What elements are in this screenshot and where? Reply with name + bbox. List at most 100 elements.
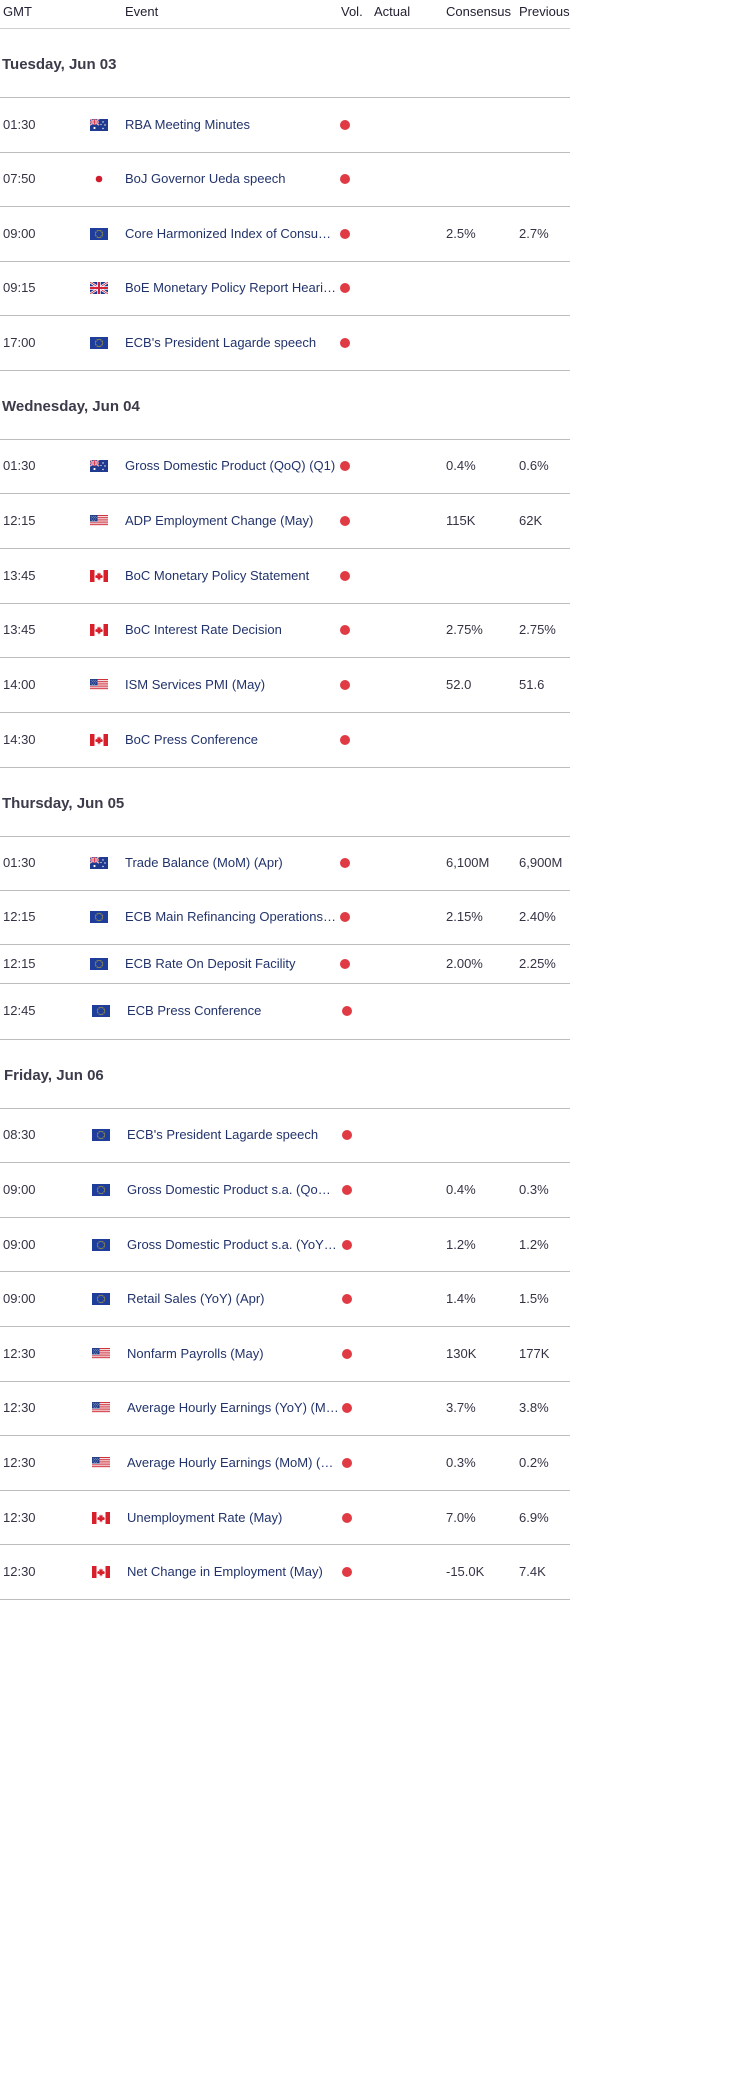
volatility-dot-icon <box>342 1403 352 1414</box>
volatility-dot-icon <box>342 1130 352 1141</box>
volatility-dot-icon <box>340 858 350 869</box>
volatility-dot-icon <box>340 228 350 239</box>
canada-flag-icon <box>90 733 108 746</box>
event-previous: 6.9% <box>519 1509 549 1525</box>
canada-flag-icon <box>92 1511 110 1524</box>
volatility-dot-icon <box>342 1512 352 1523</box>
event-row[interactable]: 07:50 BoJ Governor Ueda speech <box>0 153 570 207</box>
event-name[interactable]: Gross Domestic Product s.a. (YoY) (Q1) <box>127 1236 340 1252</box>
event-time: 09:00 <box>3 1236 36 1252</box>
event-name[interactable]: ECB Rate On Deposit Facility <box>125 955 296 971</box>
event-row[interactable]: 14:00 ISM Services PMI (May) 52.0 51.6 <box>0 658 570 713</box>
eu-flag-icon <box>92 1005 110 1018</box>
volatility-dot-icon <box>340 734 350 745</box>
header-event: Event <box>125 4 159 19</box>
header-vol: Vol. <box>341 4 363 19</box>
event-row[interactable]: 12:15 ECB Main Refinancing Operations Rat… <box>0 891 570 945</box>
uk-flag-icon <box>90 282 108 295</box>
event-row[interactable]: 01:30 RBA Meeting Minutes <box>0 98 570 153</box>
event-name[interactable]: BoE Monetary Policy Report Hearings <box>125 280 338 296</box>
event-row[interactable]: 17:00 ECB's President Lagarde speech <box>0 316 570 371</box>
volatility-dot-icon <box>340 337 350 348</box>
event-row[interactable]: 12:30 Nonfarm Payrolls (May) 130K 177K <box>0 1327 570 1382</box>
event-name[interactable]: Gross Domestic Product s.a. (QoQ) (Q1) <box>127 1182 340 1198</box>
event-previous: 2.7% <box>519 225 549 241</box>
volatility-dot-icon <box>342 1294 352 1305</box>
event-row[interactable]: 09:00 Gross Domestic Product s.a. (YoY) (… <box>0 1218 570 1273</box>
event-name[interactable]: Retail Sales (YoY) (Apr) <box>127 1291 265 1307</box>
event-row[interactable]: 09:00 Core Harmonized Index of Consumer P… <box>0 207 570 262</box>
event-name[interactable]: Average Hourly Earnings (MoM) (May) <box>127 1454 340 1470</box>
eu-flag-icon <box>92 1184 110 1197</box>
event-previous: 2.40% <box>519 909 556 925</box>
event-row[interactable]: 12:30 Average Hourly Earnings (YoY) (May)… <box>0 1382 570 1437</box>
event-row[interactable]: 12:30 Average Hourly Earnings (MoM) (May)… <box>0 1436 570 1491</box>
event-name[interactable]: BoC Interest Rate Decision <box>125 622 282 638</box>
event-name[interactable]: Unemployment Rate (May) <box>127 1509 283 1525</box>
event-name[interactable]: ECB Main Refinancing Operations Rate <box>125 909 338 925</box>
event-row[interactable]: 12:15 ECB Rate On Deposit Facility 2.00% 2.… <box>0 945 570 984</box>
event-consensus: 0.4% <box>446 458 476 474</box>
canada-flag-icon <box>90 569 108 582</box>
australia-flag-icon <box>90 118 108 131</box>
event-previous: 0.2% <box>519 1454 549 1470</box>
event-name[interactable]: ADP Employment Change (May) <box>125 513 314 529</box>
event-name[interactable]: Core Harmonized Index of Consumer Prices <box>125 225 338 241</box>
event-name[interactable]: Gross Domestic Product (QoQ) (Q1) <box>125 458 336 474</box>
event-row[interactable]: 09:00 Gross Domestic Product s.a. (QoQ) (… <box>0 1163 570 1218</box>
australia-flag-icon <box>90 857 108 870</box>
event-consensus: 2.00% <box>446 955 483 971</box>
event-name[interactable]: BoC Press Conference <box>125 731 258 747</box>
event-row[interactable]: 13:45 BoC Monetary Policy Statement <box>0 549 570 604</box>
volatility-dot-icon <box>342 1185 352 1196</box>
event-row[interactable]: 12:15 ADP Employment Change (May) 115K 62K <box>0 494 570 549</box>
table-header: GMT Event Vol. Actual Consensus Previous <box>0 0 570 29</box>
event-time: 13:45 <box>3 567 36 583</box>
event-name[interactable]: Nonfarm Payrolls (May) <box>127 1345 264 1361</box>
us-flag-icon <box>90 679 108 692</box>
day-label: Friday, Jun 06 <box>4 1066 104 1084</box>
event-row[interactable]: 12:30 Net Change in Employment (May) -15.0… <box>0 1545 570 1600</box>
event-row[interactable]: 09:00 Retail Sales (YoY) (Apr) 1.4% 1.5% <box>0 1272 570 1327</box>
day-header-tuesday-jun-03: Tuesday, Jun 03 <box>0 29 570 98</box>
event-consensus: 115K <box>446 513 476 529</box>
event-name[interactable]: Average Hourly Earnings (YoY) (May) <box>127 1400 340 1416</box>
header-consensus: Consensus <box>446 4 512 19</box>
event-row[interactable]: 09:15 BoE Monetary Policy Report Hearings <box>0 262 570 316</box>
event-row[interactable]: 01:30 Trade Balance (MoM) (Apr) 6,100M 6,90… <box>0 837 570 891</box>
event-time: 14:00 <box>3 677 36 693</box>
volatility-dot-icon <box>342 1348 352 1359</box>
event-time: 07:50 <box>3 171 36 187</box>
event-name[interactable]: ECB Press Conference <box>127 1003 262 1019</box>
event-row[interactable]: 14:30 BoC Press Conference <box>0 713 570 768</box>
event-name[interactable]: ISM Services PMI (May) <box>125 677 266 693</box>
event-name[interactable]: ECB's President Lagarde speech <box>125 334 317 350</box>
event-row[interactable]: 12:45 ECB Press Conference <box>0 984 570 1040</box>
event-name[interactable]: BoJ Governor Ueda speech <box>125 171 286 187</box>
eu-flag-icon <box>90 336 108 349</box>
event-name[interactable]: ECB's President Lagarde speech <box>127 1127 319 1143</box>
event-row[interactable]: 12:30 Unemployment Rate (May) 7.0% 6.9% <box>0 1491 570 1546</box>
eu-flag-icon <box>92 1238 110 1251</box>
event-previous: 1.2% <box>519 1236 549 1252</box>
event-time: 12:30 <box>3 1400 36 1416</box>
day-label: Wednesday, Jun 04 <box>2 397 140 415</box>
event-name[interactable]: BoC Monetary Policy Statement <box>125 567 310 583</box>
event-name[interactable]: Trade Balance (MoM) (Apr) <box>125 855 283 871</box>
australia-flag-icon <box>90 460 108 473</box>
event-row[interactable]: 01:30 Gross Domestic Product (QoQ) (Q1) 0.… <box>0 440 570 495</box>
volatility-dot-icon <box>340 570 350 581</box>
volatility-dot-icon <box>340 174 350 185</box>
volatility-dot-icon <box>340 958 350 969</box>
event-row[interactable]: 08:30 ECB's President Lagarde speech <box>0 1109 570 1164</box>
event-time: 01:30 <box>3 116 36 132</box>
event-consensus: 7.0% <box>446 1509 476 1525</box>
event-name[interactable]: Net Change in Employment (May) <box>127 1564 323 1580</box>
event-time: 13:45 <box>3 622 36 638</box>
canada-flag-icon <box>90 624 108 637</box>
event-row[interactable]: 13:45 BoC Interest Rate Decision 2.75% 2.75… <box>0 604 570 659</box>
event-name[interactable]: RBA Meeting Minutes <box>125 116 251 132</box>
event-time: 12:15 <box>3 955 36 971</box>
eu-flag-icon <box>90 227 108 240</box>
event-time: 08:30 <box>3 1127 36 1143</box>
